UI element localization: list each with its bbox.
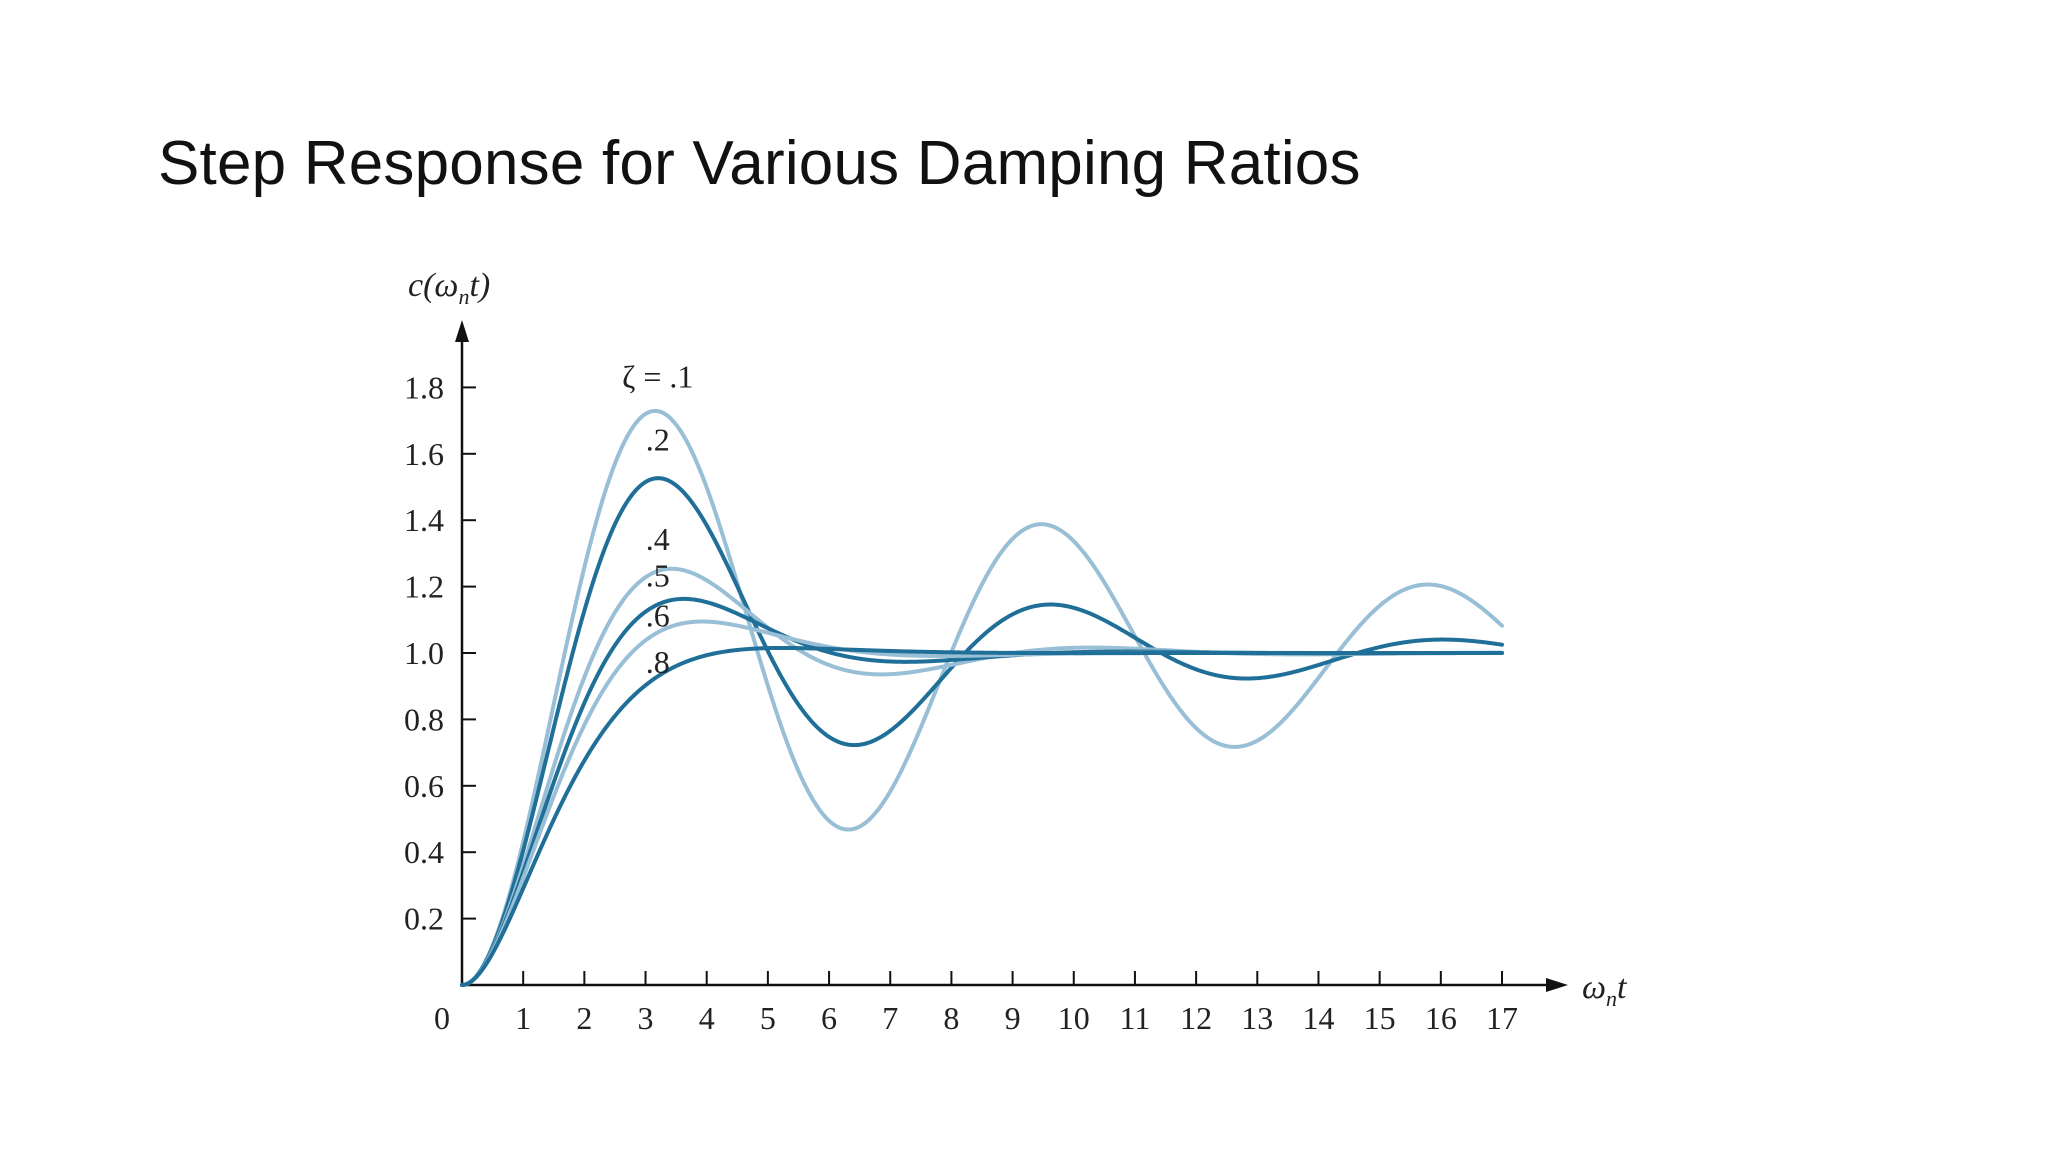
- x-tick-label: 0: [434, 1000, 450, 1036]
- x-tick-label: 8: [943, 1000, 959, 1036]
- y-tick-label: 1.0: [404, 635, 444, 671]
- series-label-zeta-05: .5: [646, 558, 670, 594]
- x-axis-title: ωnt: [1582, 969, 1628, 1011]
- series-label-zeta-04: .4: [646, 521, 670, 557]
- axes-layer: [455, 320, 1568, 992]
- x-tick-label: 11: [1120, 1000, 1151, 1036]
- y-axis-title: c(ωnt): [408, 267, 490, 309]
- x-tick-label: 9: [1005, 1000, 1021, 1036]
- x-tick-label: 16: [1425, 1000, 1457, 1036]
- series-line-zeta-02: [460, 476, 1504, 987]
- x-tick-label: 12: [1180, 1000, 1212, 1036]
- y-tick-label: 0.2: [404, 901, 444, 937]
- x-tick-label: 14: [1302, 1000, 1334, 1036]
- x-tick-label: 6: [821, 1000, 837, 1036]
- y-tick-label: 1.4: [404, 502, 444, 538]
- x-tick-label: 13: [1241, 1000, 1273, 1036]
- curves-layer: [460, 408, 1504, 987]
- x-tick-label: 15: [1364, 1000, 1396, 1036]
- series-label-zeta-06: .6: [646, 597, 670, 633]
- x-tick-label: 4: [699, 1000, 715, 1036]
- series-label-zeta-02: .2: [646, 421, 670, 457]
- y-tick-label: 0.4: [404, 834, 444, 870]
- y-axis-arrow: [455, 320, 469, 342]
- labels-layer: 0.20.40.60.81.01.21.41.61.80 1 2 3 4 5 6 7 8 9 10 1…: [404, 267, 1628, 1036]
- series-line-zeta-08: [460, 645, 1504, 987]
- x-tick-label: 10: [1058, 1000, 1090, 1036]
- x-axis-arrow: [1546, 978, 1568, 992]
- series-line-zeta-01: [460, 408, 1504, 987]
- x-tick-label: 2: [576, 1000, 592, 1036]
- y-tick-label: 0.6: [404, 768, 444, 804]
- x-tick-label: 3: [638, 1000, 654, 1036]
- page-title: Step Response for Various Damping Ratios: [158, 129, 1361, 198]
- series-label-zeta-01: ζ = .1: [622, 358, 693, 394]
- series-label-zeta-08: .8: [646, 644, 670, 680]
- y-tick-label: 0.8: [404, 701, 444, 737]
- y-tick-label: 1.8: [404, 369, 444, 405]
- x-tick-label: 7: [882, 1000, 898, 1036]
- series-line-zeta-06: [460, 619, 1504, 987]
- x-tick-label: 5: [760, 1000, 776, 1036]
- x-tick-label: 17: [1486, 1000, 1518, 1036]
- x-tick-label: 1: [515, 1000, 531, 1036]
- series-line-zeta-04: [460, 566, 1504, 987]
- y-tick-label: 1.6: [404, 436, 444, 472]
- y-tick-label: 1.2: [404, 569, 444, 605]
